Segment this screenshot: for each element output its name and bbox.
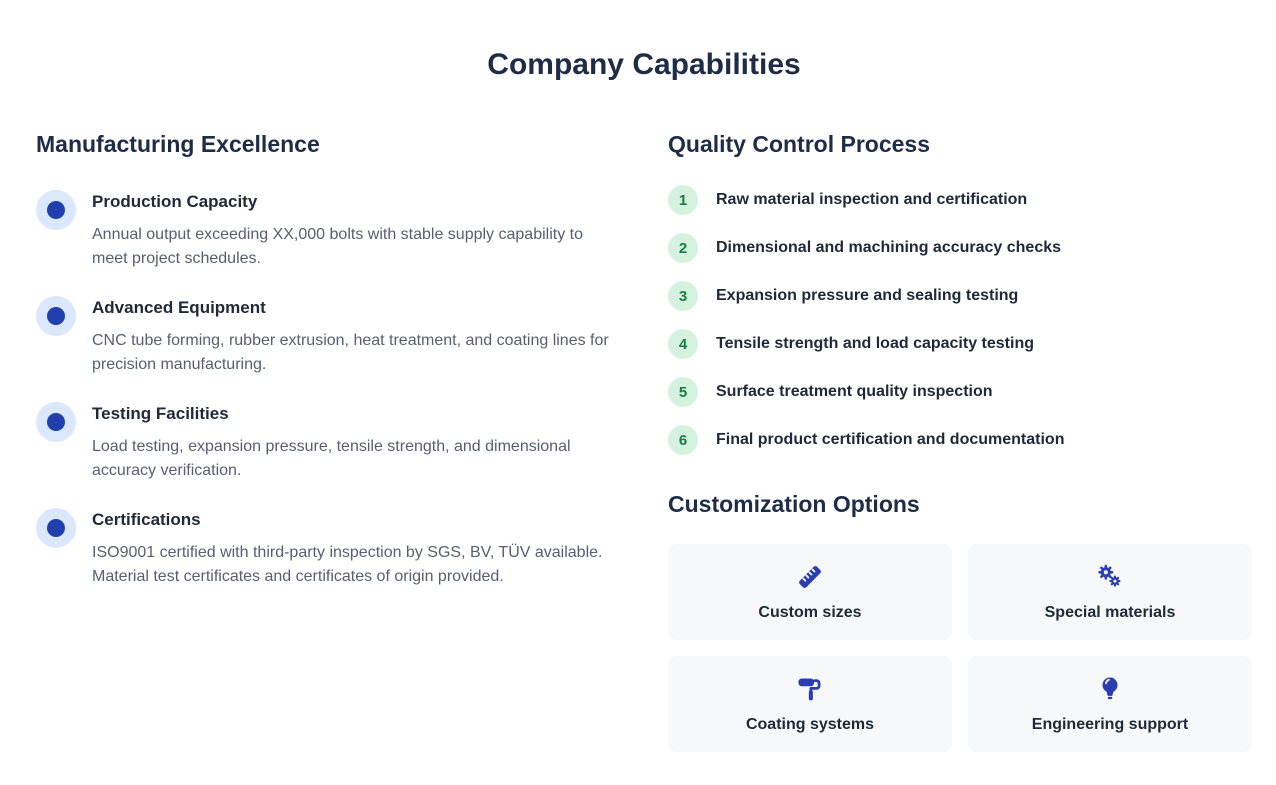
- quality-column: Quality Control Process 1 Raw material i…: [668, 131, 1252, 752]
- step-number-badge: 1: [668, 185, 698, 215]
- step-number-badge: 3: [668, 281, 698, 311]
- gears-icon: [1098, 564, 1121, 587]
- list-item: 2 Dimensional and machining accuracy che…: [668, 233, 1252, 263]
- lightbulb-icon: [1102, 677, 1118, 700]
- customization-heading: Customization Options: [668, 491, 920, 517]
- step-label: Surface treatment quality inspection: [716, 383, 993, 400]
- bullet-dot-icon: [36, 190, 76, 230]
- paint-roller-icon: [798, 678, 821, 701]
- bullet-dot-icon: [36, 296, 76, 336]
- bullet-dot-icon: [36, 402, 76, 442]
- step-number-badge: 4: [668, 329, 698, 359]
- feature-description: ISO9001 certified with third-party inspe…: [92, 544, 603, 585]
- list-item: Testing Facilities Load testing, expansi…: [36, 402, 620, 483]
- bullet-dot-icon: [36, 508, 76, 548]
- list-item: Advanced Equipment CNC tube forming, rub…: [36, 296, 620, 377]
- feature-description: Annual output exceeding XX,000 bolts wit…: [92, 226, 583, 267]
- card-label: Custom sizes: [758, 604, 862, 621]
- quality-steps-list: 1 Raw material inspection and certificat…: [668, 185, 1252, 455]
- list-item: 5 Surface treatment quality inspection: [668, 377, 1252, 407]
- step-label: Tensile strength and load capacity testi…: [716, 335, 1034, 352]
- feature-title: Testing Facilities: [92, 404, 229, 423]
- manufacturing-heading: Manufacturing Excellence: [36, 131, 320, 157]
- page-title: Company Capabilities: [487, 48, 801, 81]
- card-label: Engineering support: [1031, 716, 1189, 733]
- list-item: 4 Tensile strength and load capacity tes…: [668, 329, 1252, 359]
- customization-card-grid: Custom sizes: [668, 544, 1252, 752]
- ruler-icon: [799, 566, 821, 588]
- step-label: Raw material inspection and certificatio…: [716, 191, 1028, 208]
- manufacturing-column: Manufacturing Excellence Production Capa…: [36, 131, 620, 752]
- option-card-engineering-support[interactable]: Engineering support: [968, 656, 1252, 752]
- step-number-badge: 2: [668, 233, 698, 263]
- feature-title: Certifications: [92, 510, 201, 529]
- step-label: Expansion pressure and sealing testing: [716, 287, 1019, 304]
- card-label: Special materials: [1044, 604, 1176, 621]
- two-column-layout: Manufacturing Excellence Production Capa…: [36, 131, 1252, 752]
- option-card-custom-sizes[interactable]: Custom sizes: [668, 544, 952, 640]
- step-label: Final product certification and document…: [716, 431, 1065, 448]
- quality-heading: Quality Control Process: [668, 131, 931, 157]
- step-number-badge: 5: [668, 377, 698, 407]
- option-card-special-materials[interactable]: Special materials: [968, 544, 1252, 640]
- feature-title: Advanced Equipment: [92, 298, 266, 317]
- list-item: 6 Final product certification and docume…: [668, 425, 1252, 455]
- card-label: Coating systems: [745, 716, 875, 733]
- feature-description: Load testing, expansion pressure, tensil…: [92, 438, 571, 479]
- list-item: Production Capacity Annual output exceed…: [36, 190, 620, 271]
- list-item: 1 Raw material inspection and certificat…: [668, 185, 1252, 215]
- list-item: 3 Expansion pressure and sealing testing: [668, 281, 1252, 311]
- option-card-coating-systems[interactable]: Coating systems: [668, 656, 952, 752]
- feature-title: Production Capacity: [92, 192, 258, 211]
- list-item: Certifications ISO9001 certified with th…: [36, 508, 620, 589]
- step-label: Dimensional and machining accuracy check…: [716, 239, 1062, 256]
- step-number-badge: 6: [668, 425, 698, 455]
- feature-description: CNC tube forming, rubber extrusion, heat…: [92, 332, 609, 373]
